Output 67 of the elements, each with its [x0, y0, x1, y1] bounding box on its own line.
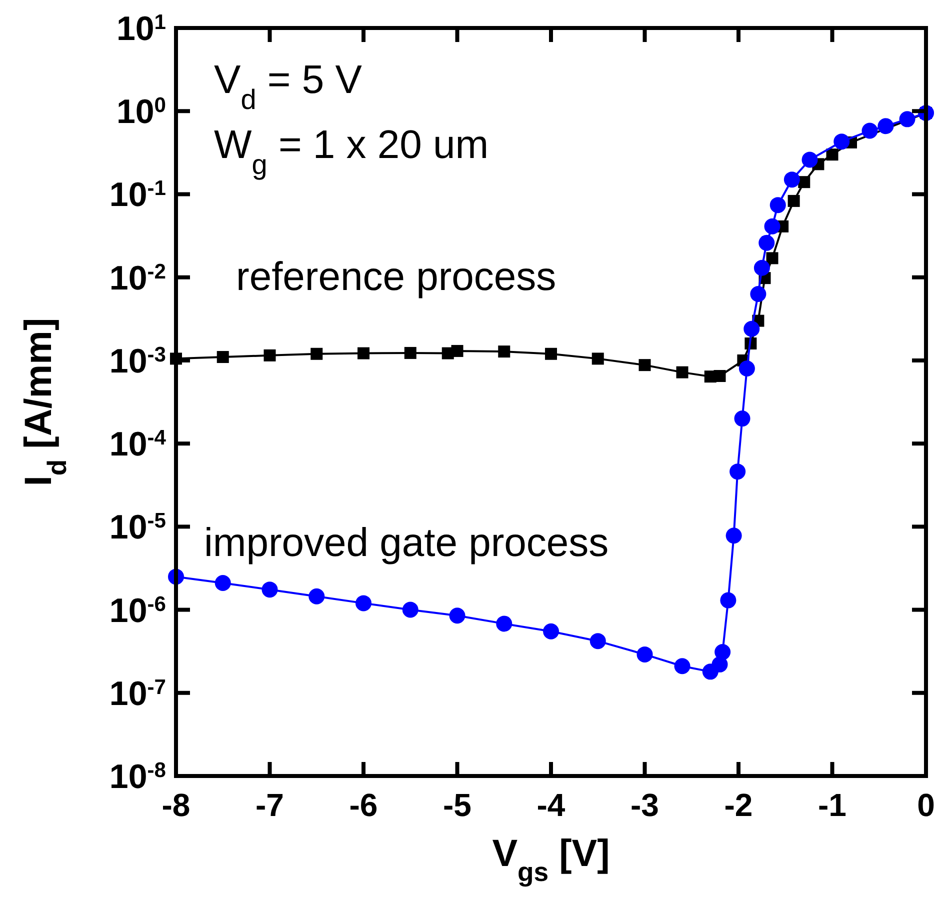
point — [758, 234, 775, 251]
point — [402, 602, 418, 618]
point — [730, 464, 746, 480]
point — [744, 320, 760, 337]
point — [216, 351, 229, 364]
point — [798, 176, 810, 188]
y-tick-label: 10$^{1}$ — [116, 10, 166, 48]
x-tick-label: -3 — [630, 787, 659, 823]
y-tick-label: 10$^{-6}$ — [109, 592, 166, 630]
point — [310, 348, 323, 360]
y-tick-label: 10$^{0}$ — [116, 93, 166, 132]
x-tick-label: -2 — [724, 787, 753, 823]
point — [590, 633, 606, 650]
x-axis-title: V$_{gs}$ [V] — [492, 833, 610, 887]
x-tick-label: -5 — [443, 787, 472, 823]
point — [714, 644, 731, 660]
point — [788, 194, 800, 207]
point — [545, 348, 557, 360]
point — [308, 588, 325, 604]
x-tick-label: 0 — [917, 787, 935, 823]
point — [720, 592, 736, 608]
y-tick-label: 10$^{-7}$ — [109, 674, 166, 713]
point — [214, 575, 231, 591]
point — [802, 152, 818, 168]
x-tick-label: -6 — [349, 787, 378, 823]
point — [496, 616, 512, 632]
point — [899, 111, 916, 128]
point — [750, 286, 766, 302]
series-label: reference process — [236, 255, 556, 299]
point — [862, 122, 878, 139]
point — [498, 346, 510, 358]
y-tick-label: 10$^{-1}$ — [109, 176, 166, 214]
x-tick-label: -1 — [818, 787, 846, 823]
x-tick-label: -7 — [256, 787, 284, 823]
y-tick-label: 10$^{-3}$ — [109, 342, 166, 380]
point — [636, 646, 653, 662]
y-tick-label: 10$^{-2}$ — [109, 259, 166, 298]
point — [826, 148, 838, 161]
point — [638, 359, 651, 372]
point — [714, 370, 726, 382]
point — [356, 595, 372, 612]
point — [754, 260, 770, 276]
annotation: W$_{g}$ = 1 x 20 um — [214, 123, 489, 180]
y-tick-label: 10$^{-4}$ — [109, 426, 166, 464]
series-label: improved gate process — [204, 521, 609, 565]
point — [262, 582, 278, 598]
point — [543, 623, 559, 640]
point — [834, 134, 850, 150]
point — [878, 118, 894, 134]
point — [451, 344, 464, 357]
point — [358, 347, 370, 360]
point — [764, 218, 780, 234]
point — [738, 360, 755, 376]
point — [784, 172, 800, 188]
point — [766, 252, 778, 264]
point — [770, 197, 786, 214]
point — [264, 349, 276, 362]
point — [734, 410, 750, 427]
y-tick-label: 10$^{-5}$ — [109, 508, 166, 547]
point — [449, 608, 466, 624]
point — [674, 658, 690, 674]
point — [676, 366, 688, 378]
point — [404, 346, 416, 359]
annotation: V$_{d}$ = 5 V — [214, 58, 362, 114]
point — [592, 352, 604, 365]
x-tick-label: -4 — [536, 787, 566, 823]
point — [726, 528, 742, 544]
